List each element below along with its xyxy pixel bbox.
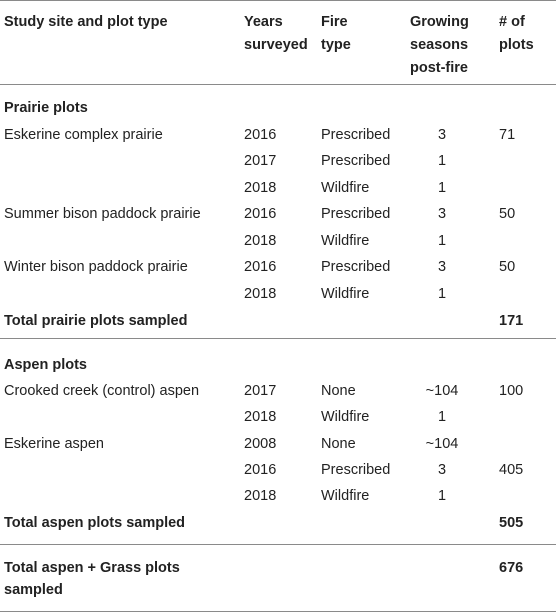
row-plots: 71: [499, 127, 516, 143]
header-seasons-line1: Growing: [410, 14, 469, 30]
aspen-total-value: 505: [499, 515, 524, 531]
row-seasons: 3: [437, 259, 447, 275]
grand-total-label-line2: sampled: [4, 582, 63, 598]
row-seasons: 3: [437, 127, 447, 143]
row-site: Summer bison paddock prairie: [4, 206, 201, 222]
row-fire: Wildfire: [321, 286, 370, 302]
row-year: 2018: [244, 409, 277, 425]
row-seasons: 1: [437, 233, 447, 249]
row-seasons: 1: [437, 488, 447, 504]
row-year: 2017: [244, 383, 277, 399]
row-site: Eskerine aspen: [4, 436, 104, 452]
row-seasons: 3: [437, 206, 447, 222]
grand-total-value: 676: [499, 560, 524, 576]
row-seasons: 1: [437, 153, 447, 169]
row-fire: Prescribed: [321, 259, 391, 275]
header-bottom-rule: [0, 84, 556, 85]
row-fire: Wildfire: [321, 233, 370, 249]
row-year: 2008: [244, 436, 277, 452]
header-plots-line2: plots: [499, 37, 534, 53]
header-years-line1: Years: [244, 14, 283, 30]
row-fire: Prescribed: [321, 127, 391, 143]
prairie-total-value: 171: [499, 313, 524, 329]
header-plots-line1: # of: [499, 14, 525, 30]
row-year: 2016: [244, 206, 277, 222]
aspen-total-label: Total aspen plots sampled: [4, 515, 186, 531]
prairie-total-rule: [0, 338, 556, 339]
row-seasons: 1: [437, 409, 447, 425]
section-label-prairie: Prairie plots: [4, 100, 88, 116]
row-fire: None: [321, 436, 356, 452]
header-years-line2: surveyed: [244, 37, 308, 53]
row-fire: Prescribed: [321, 462, 391, 478]
row-seasons: 1: [437, 286, 447, 302]
row-seasons: ~104: [425, 436, 459, 452]
table-bottom-rule: [0, 611, 556, 612]
row-plots: 50: [499, 206, 516, 222]
table-top-rule: [0, 0, 556, 1]
row-year: 2018: [244, 233, 277, 249]
row-year: 2017: [244, 153, 277, 169]
row-year: 2018: [244, 488, 277, 504]
header-fire-line2: type: [321, 37, 351, 53]
row-plots: 100: [499, 383, 524, 399]
row-site: Winter bison paddock prairie: [4, 259, 188, 275]
row-year: 2016: [244, 259, 277, 275]
row-seasons: ~104: [425, 383, 459, 399]
header-study-site: Study site and plot type: [4, 14, 168, 30]
row-seasons: 1: [437, 180, 447, 196]
row-plots: 405: [499, 462, 524, 478]
prairie-total-label: Total prairie plots sampled: [4, 313, 188, 329]
row-year: 2018: [244, 286, 277, 302]
row-year: 2018: [244, 180, 277, 196]
section-label-aspen: Aspen plots: [4, 357, 87, 373]
row-year: 2016: [244, 127, 277, 143]
row-fire: Wildfire: [321, 180, 370, 196]
row-site: Crooked creek (control) aspen: [4, 383, 200, 399]
row-site: Eskerine complex prairie: [4, 127, 163, 143]
header-seasons-line2: seasons: [410, 37, 469, 53]
header-seasons-line3: post-fire: [410, 60, 468, 76]
header-fire-line1: Fire: [321, 14, 348, 30]
row-fire: Wildfire: [321, 409, 370, 425]
row-fire: Wildfire: [321, 488, 370, 504]
grand-total-label-line1: Total aspen + Grass plots: [4, 560, 180, 576]
row-fire: Prescribed: [321, 153, 391, 169]
row-fire: Prescribed: [321, 206, 391, 222]
row-fire: None: [321, 383, 356, 399]
row-plots: 50: [499, 259, 516, 275]
row-seasons: 3: [437, 462, 447, 478]
row-year: 2016: [244, 462, 277, 478]
aspen-total-rule: [0, 544, 556, 545]
